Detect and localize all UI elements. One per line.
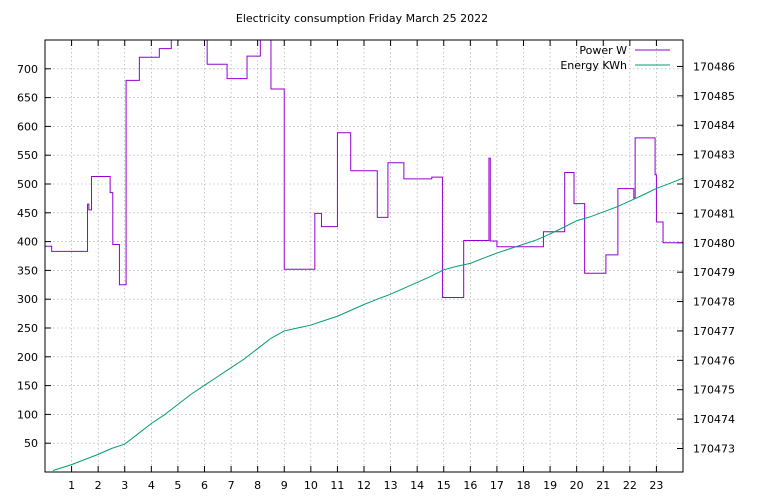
y2-tick-label: 170477 <box>693 325 735 338</box>
y2-tick-label: 170483 <box>693 149 735 162</box>
series-layer <box>45 40 683 472</box>
series-line-power <box>45 40 683 298</box>
x-tick-label: 13 <box>384 479 398 492</box>
y2-tick-label: 170474 <box>693 413 735 426</box>
y2-tick-label: 170478 <box>693 296 735 309</box>
x-tick-label: 12 <box>357 479 371 492</box>
y-tick-label: 350 <box>17 264 38 277</box>
y-tick-label: 50 <box>24 437 38 450</box>
y-tick-label: 700 <box>17 63 38 76</box>
legend-label-energy: Energy KWh <box>560 59 627 72</box>
x-tick-label: 10 <box>304 479 318 492</box>
y-tick-label: 650 <box>17 92 38 105</box>
y-tick-label: 150 <box>17 380 38 393</box>
y-tick-label: 100 <box>17 408 38 421</box>
x-tick-label: 17 <box>490 479 504 492</box>
axes: 1 2 3 4 5 6 7 8 9 10 11 12 13 14 15 16 17 18 19 20 21 22 23501… <box>17 40 735 492</box>
x-tick-label: 2 <box>95 479 102 492</box>
plot-frame <box>44 39 684 473</box>
y-tick-label: 600 <box>17 120 38 133</box>
x-tick-label: 1 <box>68 479 75 492</box>
x-tick-label: 14 <box>410 479 424 492</box>
x-tick-label: 21 <box>596 479 610 492</box>
legend-label-power: Power W <box>579 44 627 57</box>
y2-tick-label: 170475 <box>693 384 735 397</box>
x-tick-label: 4 <box>148 479 155 492</box>
x-tick-label: 8 <box>254 479 261 492</box>
legend: Power W Energy KWh <box>560 44 670 72</box>
y2-tick-label: 170476 <box>693 354 735 367</box>
x-tick-label: 11 <box>330 479 344 492</box>
x-tick-label: 23 <box>649 479 663 492</box>
y-tick-label: 550 <box>17 149 38 162</box>
x-tick-label: 3 <box>121 479 128 492</box>
y-tick-label: 200 <box>17 351 38 364</box>
chart-title: Electricity consumption Friday March 25 … <box>236 12 488 25</box>
x-tick-label: 22 <box>623 479 637 492</box>
y-tick-label: 250 <box>17 322 38 335</box>
y2-tick-label: 170485 <box>693 90 735 103</box>
x-tick-label: 16 <box>463 479 477 492</box>
y2-tick-label: 170484 <box>693 119 735 132</box>
y2-tick-label: 170481 <box>693 207 735 220</box>
grid <box>45 40 683 472</box>
y2-tick-label: 170486 <box>693 60 735 73</box>
x-tick-label: 19 <box>543 479 557 492</box>
y2-tick-label: 170480 <box>693 237 735 250</box>
y2-tick-label: 170482 <box>693 178 735 191</box>
y2-tick-label: 170479 <box>693 266 735 279</box>
y-tick-label: 400 <box>17 236 38 249</box>
y-tick-label: 300 <box>17 293 38 306</box>
x-tick-label: 6 <box>201 479 208 492</box>
x-tick-label: 5 <box>174 479 181 492</box>
x-tick-label: 15 <box>437 479 451 492</box>
x-tick-label: 20 <box>570 479 584 492</box>
x-tick-label: 9 <box>281 479 288 492</box>
series-line-energy <box>52 177 683 472</box>
y-tick-label: 450 <box>17 207 38 220</box>
y-tick-label: 500 <box>17 178 38 191</box>
x-tick-label: 18 <box>517 479 531 492</box>
y2-tick-label: 170473 <box>693 442 735 455</box>
x-tick-label: 7 <box>228 479 235 492</box>
